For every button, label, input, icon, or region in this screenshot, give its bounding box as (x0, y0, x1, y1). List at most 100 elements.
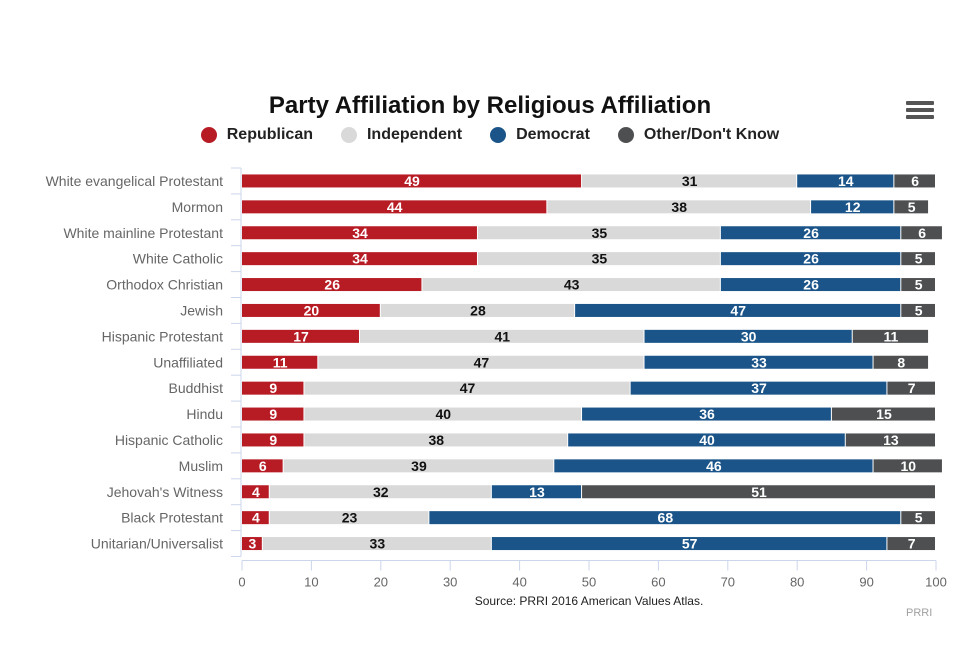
bar-segment-independent[interactable] (304, 433, 568, 447)
bar-segment-republican[interactable] (242, 355, 318, 369)
bar-segment-republican[interactable] (242, 459, 283, 473)
bar-segment-republican[interactable] (242, 433, 304, 447)
x-tick-label: 60 (651, 575, 665, 590)
legend-item-independent[interactable]: Independent (340, 126, 462, 144)
bar-segment-other-don-t-know[interactable] (901, 511, 935, 525)
bar-segment-independent[interactable] (269, 511, 429, 525)
bar-segment-democrat[interactable] (644, 329, 852, 343)
source-note: Source: PRRI 2016 American Values Atlas. (474, 594, 704, 608)
credit-link[interactable]: PRRI (906, 607, 933, 619)
bar-segment-independent[interactable] (477, 226, 720, 240)
data-label: 14 (838, 173, 854, 189)
bar-segment-democrat[interactable] (491, 537, 887, 551)
bar-segment-other-don-t-know[interactable] (873, 459, 942, 473)
category-label: Unitarian/Universalist (91, 536, 223, 552)
data-label: 9 (269, 432, 277, 448)
bar-segment-independent[interactable] (283, 459, 554, 473)
bar-segment-democrat[interactable] (720, 226, 901, 240)
bar-segment-independent[interactable] (304, 381, 630, 395)
bar-segment-democrat[interactable] (644, 355, 873, 369)
bar-segment-other-don-t-know[interactable] (845, 433, 935, 447)
category-label: Hispanic Catholic (115, 432, 223, 448)
bar-segment-other-don-t-know[interactable] (887, 381, 935, 395)
bar-segment-democrat[interactable] (491, 485, 582, 499)
bar-segment-independent[interactable] (477, 252, 720, 266)
legend-label: Republican (226, 126, 313, 143)
bar-segment-other-don-t-know[interactable] (901, 226, 942, 240)
data-label: 26 (803, 225, 819, 241)
data-label: 7 (908, 380, 916, 396)
bar-segment-other-don-t-know[interactable] (887, 537, 935, 551)
bar-segment-other-don-t-know[interactable] (873, 355, 929, 369)
bar-segment-other-don-t-know[interactable] (901, 278, 935, 292)
bar-segment-other-don-t-know[interactable] (582, 485, 935, 499)
data-label: 35 (592, 225, 608, 241)
data-label: 5 (908, 199, 916, 215)
bar-segment-democrat[interactable] (630, 381, 887, 395)
data-label: 26 (324, 277, 340, 293)
bar-segment-democrat[interactable] (582, 407, 831, 421)
data-label: 8 (897, 354, 905, 370)
x-tick-label: 0 (238, 575, 245, 590)
bar-segment-other-don-t-know[interactable] (852, 329, 929, 343)
bar-segment-republican[interactable] (242, 278, 422, 292)
category-label: Muslim (179, 458, 223, 474)
bar-segment-democrat[interactable] (554, 459, 873, 473)
legend-item-other[interactable]: Other/Don't Know (617, 126, 779, 144)
data-label: 13 (883, 432, 899, 448)
bar-segment-independent[interactable] (318, 355, 644, 369)
bar-segment-republican[interactable] (242, 226, 477, 240)
legend-item-democrat[interactable]: Democrat (490, 126, 590, 144)
data-label: 7 (908, 536, 916, 552)
category-label: Unaffiliated (153, 354, 223, 370)
data-label: 34 (352, 225, 368, 241)
legend-item-republican[interactable]: Republican (200, 126, 313, 144)
bar-segment-independent[interactable] (269, 485, 491, 499)
bar-segment-other-don-t-know[interactable] (901, 252, 935, 266)
bar-segment-democrat[interactable] (429, 511, 901, 525)
x-tick-label: 70 (721, 575, 735, 590)
data-label: 44 (387, 199, 403, 215)
bar-segment-republican[interactable] (242, 174, 582, 188)
bar-segment-independent[interactable] (547, 200, 811, 214)
chart-menu-button[interactable] (906, 101, 934, 125)
bar-segment-other-don-t-know[interactable] (831, 407, 935, 421)
data-label: 20 (304, 302, 320, 318)
legend-marker-icon (340, 127, 357, 143)
data-label: 26 (803, 277, 819, 293)
bar-segment-independent[interactable] (582, 174, 797, 188)
bar-segment-republican[interactable] (242, 537, 262, 551)
bar-segment-democrat[interactable] (568, 433, 845, 447)
bar-segment-democrat[interactable] (720, 252, 901, 266)
bar-segment-independent[interactable] (380, 303, 575, 317)
x-tick-label: 80 (790, 575, 804, 590)
bar-segment-republican[interactable] (242, 381, 304, 395)
bar-segment-republican[interactable] (242, 303, 380, 317)
bar-segment-democrat[interactable] (811, 200, 894, 214)
bar-segment-democrat[interactable] (797, 174, 894, 188)
data-label: 26 (803, 251, 819, 267)
bar-segment-republican[interactable] (242, 252, 477, 266)
bar-segment-republican[interactable] (242, 485, 269, 499)
data-label: 17 (293, 328, 309, 344)
bar-segment-independent[interactable] (262, 537, 491, 551)
bar-segment-republican[interactable] (242, 407, 304, 421)
data-label: 6 (918, 225, 926, 241)
data-label: 13 (529, 484, 545, 500)
bar-segment-other-don-t-know[interactable] (894, 200, 929, 214)
bar-segment-republican[interactable] (242, 200, 547, 214)
data-label: 11 (883, 328, 898, 344)
bar-segment-other-don-t-know[interactable] (894, 174, 935, 188)
category-label: Hindu (186, 406, 223, 422)
data-label: 28 (470, 302, 486, 318)
data-label: 5 (915, 277, 923, 293)
bar-segment-other-don-t-know[interactable] (901, 303, 935, 317)
bar-segment-republican[interactable] (242, 329, 359, 343)
bar-segment-democrat[interactable] (575, 303, 901, 317)
bar-segment-republican[interactable] (242, 511, 269, 525)
bar-segment-independent[interactable] (422, 278, 720, 292)
bar-segment-independent[interactable] (359, 329, 644, 343)
bar-segment-democrat[interactable] (720, 278, 901, 292)
bar-segment-independent[interactable] (304, 407, 582, 421)
